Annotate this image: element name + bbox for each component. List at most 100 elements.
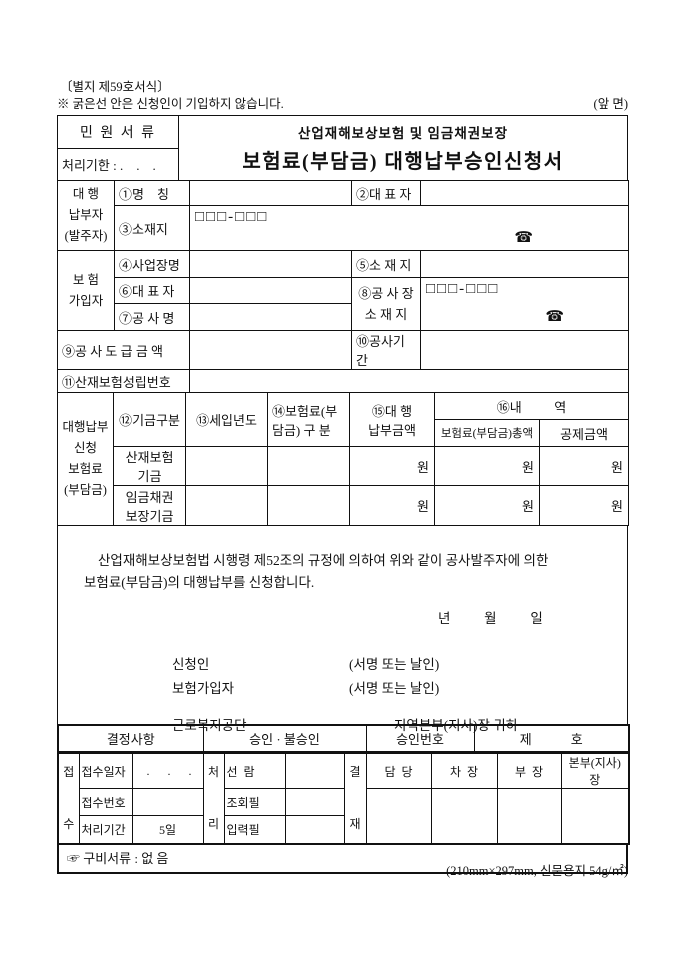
sign-vertical-label: 결 재 xyxy=(343,752,367,844)
contract-amount-field xyxy=(189,330,352,370)
col-agency-label: ⑮대 행 납부금액 xyxy=(349,392,435,447)
required-documents-box: ☞ 구비서류 : 없 음 xyxy=(57,842,628,874)
insured-addr-field xyxy=(420,250,629,278)
insured-rep-field xyxy=(189,277,352,304)
premium-table: 대행납부 신청 보험료 (부담금) ⑫기금구분 ⑬세입년도 ⑭보험료(부 담금)… xyxy=(57,392,630,526)
decision-header-table: 결정사항 승인 · 불승인 승인번호 제 호 xyxy=(57,724,630,753)
workplace-label: ④사업장명 xyxy=(114,250,190,278)
col-year-label: ⑬세입년도 xyxy=(185,392,268,447)
approval-header: 승인 · 불승인 xyxy=(202,724,367,753)
processing-period-value: 5일 xyxy=(131,815,204,844)
fund-row-label: 산재보험 기금 xyxy=(113,446,186,486)
payer-rep-field xyxy=(420,180,629,206)
postal-code-boxes: □□□-□□□ xyxy=(426,281,500,297)
top-note-row: ※ 굵은선 안은 신청인이 기입하지 않습니다. (앞 면) xyxy=(57,93,628,112)
sign-box-chief xyxy=(496,788,562,844)
insured-sign-note: (서명 또는 날인) xyxy=(349,681,440,696)
number-blank-header: 제 호 xyxy=(473,724,630,753)
form-subtitle: 산업재해보상보험 및 임금채권보장 xyxy=(297,126,509,141)
form-code: 〔별지 제59호서식〕 xyxy=(60,80,170,94)
construction-name-field xyxy=(189,303,352,331)
doc-type-cell: 민 원 서 류 xyxy=(57,115,179,149)
applicant-sign-note: (서명 또는 날인) xyxy=(349,657,440,672)
insurance-number-label: ⑪산재보험성립번호 xyxy=(57,369,190,393)
insurance-number-field xyxy=(189,369,629,393)
declaration-text: 산업재해보상보험법 시행령 제52조의 규정에 의하여 위와 같이 공사발주자에… xyxy=(84,553,549,590)
deadline-cell: 처리기한 : . . . xyxy=(57,148,179,181)
construction-period-field xyxy=(420,330,629,370)
sign-box-staff xyxy=(365,788,432,844)
deadline-label: 처리기한 : xyxy=(62,158,117,173)
applicant-signature-row: 신청인 (서명 또는 날인) xyxy=(58,653,627,673)
payer-name-label: ①명 칭 xyxy=(114,180,190,206)
payer-name-field xyxy=(189,180,352,206)
decision-body-table: 접 수 접수일자 . . . 처 리 선 람 결 재 담 당 차 장 부 장 본… xyxy=(57,752,630,845)
insured-signature-row: 보험가입자 (서명 또는 날인) xyxy=(58,677,627,697)
input-done-label: 입력필 xyxy=(223,815,286,844)
postal-code-boxes: □□□-□□□ xyxy=(195,209,269,225)
page-side-label: (앞 면) xyxy=(593,97,628,111)
deadline-value: . . . xyxy=(116,158,156,173)
insured-group-label: 보 험 가입자 xyxy=(57,250,115,331)
insured-rep-label: ⑥대 표 자 xyxy=(114,277,190,304)
deduction-amount-unit: 원 xyxy=(538,446,630,486)
check-field xyxy=(284,788,345,816)
insured-addr-label: ⑤소 재 지 xyxy=(351,250,421,278)
fund-row-label: 임금채권 보장기금 xyxy=(113,485,186,526)
sign-col-deputy: 차 장 xyxy=(430,752,498,789)
total-amount-unit: 원 xyxy=(434,485,540,526)
receipt-vertical-label: 접 수 xyxy=(57,752,80,844)
total-amount-unit: 원 xyxy=(434,446,540,486)
year-field xyxy=(185,446,268,486)
construction-name-label: ⑦공 사 명 xyxy=(114,303,190,331)
phone-icon: ☎ xyxy=(545,309,564,325)
sign-box-director xyxy=(560,788,630,844)
sign-box-deputy xyxy=(430,788,498,844)
sign-col-chief: 부 장 xyxy=(496,752,562,789)
receipt-number-label: 접수번호 xyxy=(78,788,133,816)
process-vertical-label: 처 리 xyxy=(202,752,225,844)
premium-kind-field xyxy=(267,446,350,486)
decision-header: 결정사항 xyxy=(57,724,204,753)
pointing-hand-icon-and-label: ☞ 구비서류 : 없 음 xyxy=(67,850,169,866)
deduction-amount-unit: 원 xyxy=(538,485,630,526)
col-fund-label: ⑫기금구분 xyxy=(113,392,186,447)
workplace-field xyxy=(189,250,352,278)
thick-line-note: ※ 굵은선 안은 신청인이 기입하지 않습니다. xyxy=(57,97,284,111)
agency-amount-unit: 원 xyxy=(349,446,435,486)
payer-addr-field: □□□-□□□ ☎ xyxy=(189,205,629,251)
applicant-label: 신청인 xyxy=(172,657,210,672)
premium-kind-field xyxy=(267,485,350,526)
party-info-table: 대 행 납부자 (발주자) ①명 칭 ②대 표 자 ③소재지 □□□-□□□ ☎… xyxy=(57,180,629,393)
site-addr-label: ⑧공 사 장 소 재 지 xyxy=(351,277,421,331)
construction-period-label: ⑩공사기간 xyxy=(351,330,421,370)
payer-rep-label: ②대 표 자 xyxy=(351,180,421,206)
payer-addr-label: ③소재지 xyxy=(114,205,190,251)
paper-spec-footer: (210mm×297mm, 신문용지 54g/㎡) xyxy=(446,864,628,878)
org-name: 근로복지공단 xyxy=(172,718,247,733)
col-total-label: 보험료(부담금)총액 xyxy=(434,419,540,447)
date-line: 년 월 일 xyxy=(438,611,543,626)
receipt-number-field xyxy=(131,788,204,816)
form-title: 보험료(부담금) 대행납부승인신청서 xyxy=(242,151,564,173)
site-addr-field: □□□-□□□ ☎ xyxy=(420,277,629,331)
check-label: 조회필 xyxy=(223,788,286,816)
review-label: 선 람 xyxy=(223,752,286,789)
declaration-section: 산업재해보상보험법 시행령 제52조의 규정에 의하여 위와 같이 공사발주자에… xyxy=(57,526,628,733)
application-form: 민 원 서 류 산업재해보상보험 및 임금채권보장 보험료(부담금) 대행납부승… xyxy=(57,115,630,874)
sign-col-director: 본부(지사)장 xyxy=(560,752,630,789)
phone-icon: ☎ xyxy=(514,230,533,246)
col-premium-label: ⑭보험료(부 담금) 구 분 xyxy=(267,392,350,447)
sign-col-staff: 담 당 xyxy=(365,752,432,789)
processing-period-label: 처리기간 xyxy=(78,815,133,844)
header-table: 민 원 서 류 산업재해보상보험 및 임금채권보장 보험료(부담금) 대행납부승… xyxy=(57,115,628,181)
insured-label: 보험가입자 xyxy=(172,681,235,696)
col-detail-label: ⑯내 역 xyxy=(433,392,630,420)
receipt-date-field: . . . xyxy=(131,752,204,789)
title-cell: 산업재해보상보험 및 임금채권보장 보험료(부담금) 대행납부승인신청서 xyxy=(178,115,628,181)
agency-amount-unit: 원 xyxy=(349,485,435,526)
review-field xyxy=(284,752,345,789)
premium-group-label: 대행납부 신청 보험료 (부담금) xyxy=(57,392,114,526)
col-deduction-label: 공제금액 xyxy=(538,419,630,447)
